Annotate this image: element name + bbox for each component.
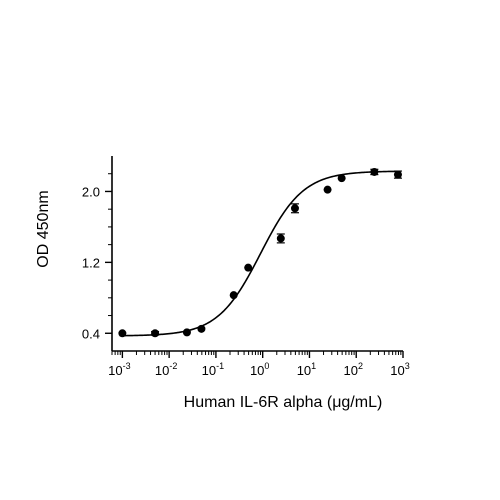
x-tick-label: 103: [390, 361, 409, 378]
x-tick-label: 10-3: [108, 361, 130, 378]
x-axis-title: Human IL-6R alpha (μg/mL): [184, 394, 383, 411]
y-tick-label: 2.0: [82, 184, 100, 199]
data-point: [337, 174, 346, 183]
data-point: [393, 170, 402, 179]
fit-curve: [122, 170, 399, 337]
data-point: [197, 324, 206, 333]
x-tick-label: 10-2: [155, 361, 177, 378]
y-axis-title: OD 450nm: [35, 190, 52, 267]
data-point: [182, 328, 191, 337]
data-points: [118, 167, 402, 338]
data-point: [276, 234, 285, 243]
y-tick-label: 1.2: [82, 255, 100, 270]
x-tick-label: 102: [343, 361, 362, 378]
data-point: [323, 185, 332, 194]
y-tick-label: 0.4: [82, 326, 100, 341]
x-tick-label: 101: [297, 361, 316, 378]
data-point: [244, 263, 253, 272]
fit-curve-layer: [122, 170, 399, 337]
axes: 10-3 10-2 10-1 100 101 102 103 0.4 1.2 2.0: [82, 156, 410, 378]
data-point: [118, 329, 127, 338]
data-point: [151, 329, 160, 338]
x-tick-label: 10-1: [202, 361, 224, 378]
data-point: [370, 167, 379, 176]
data-point: [290, 204, 299, 213]
x-tick-label: 100: [250, 361, 269, 378]
data-point: [229, 291, 238, 300]
